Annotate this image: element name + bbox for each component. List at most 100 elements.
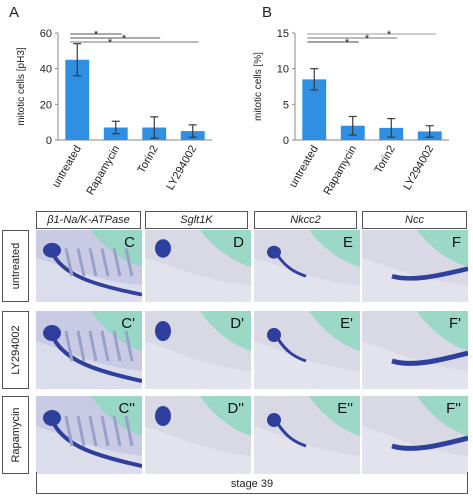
image-tile: F [362,230,468,302]
embryo-image [362,396,468,474]
significance-star: * [345,37,350,49]
bar-untreated [65,59,90,140]
image-tile: D'' [145,396,251,474]
tissue-region [145,426,251,474]
row-header-rapamycin: Rapamycin [2,396,29,474]
significance-star: * [387,29,392,41]
yolk-region [309,396,360,436]
somite-stain [76,330,86,362]
proximal-tubule-stain [155,406,171,426]
x-tick-label: Torin2 [135,144,160,176]
yolk-region [309,230,360,267]
tile-label: D'' [227,400,244,417]
tubule-stain [276,338,307,363]
y-axis-label: mitotic cells [pH3] [16,47,27,126]
yolk-region [309,311,360,351]
row-header-untreated-label: untreated [9,242,22,290]
distal-tubule-stain [391,435,468,451]
somite-stain [100,415,110,447]
chart-b: 0 5 10 15 mitotic cells [%] untreated Rapamyci… [253,28,449,198]
tile-label: E [342,234,353,251]
somite-stain [100,330,110,362]
tile-label: C'' [118,400,135,417]
embryo-image [254,311,360,389]
yolk-region [417,311,468,351]
y-axis-label: mitotic cells [%] [253,52,264,121]
embryo-image [362,230,468,302]
column-header-nkcc2: Nkcc2 [254,211,357,229]
x-tick-label: Rapamycin [321,144,359,198]
row-header-ly294002: LY294002 [2,311,29,389]
row-header-untreated: untreated [2,230,29,302]
row-header-ly294002-label: LY294002 [9,325,22,375]
stage-footer: stage 39 [36,472,468,494]
y-tick-label: 20 [40,99,52,111]
tissue-region [145,257,251,302]
y-tick-label: 0 [283,135,289,147]
embryo-image [145,230,251,302]
distal-tubule-stain [391,266,468,281]
distal-tubule-stain [391,350,468,366]
somite-stain [88,330,98,362]
tile-label: E'' [337,400,353,417]
duct-stain [52,254,142,297]
tile-label: C' [121,315,135,332]
somite-stain [124,248,134,277]
panel-letter-b: B [262,4,273,21]
embryo-image [36,311,142,389]
somite-stain [64,330,74,362]
tile-label: F'' [446,400,461,417]
image-tile: E'' [254,396,360,474]
image-tile: D' [145,311,251,389]
yolk-region [417,396,468,436]
column-header-sglt1k: Sglt1K [145,211,248,229]
y-tick-label: 40 [40,64,52,76]
tile-label: D' [230,315,244,332]
image-tile: C [36,230,142,302]
yolk-region [200,396,251,436]
somite-stain [112,330,122,362]
image-tile: E [254,230,360,302]
embryo-image [362,311,468,389]
tile-label: F' [448,315,461,332]
tile-label: E' [340,315,353,332]
image-tile: D [145,230,251,302]
x-tick-label: LY294002 [401,144,436,193]
y-tick-label: 60 [40,28,52,40]
bar-untreated [302,79,327,140]
embryo-image [145,311,251,389]
somite-stain [76,415,86,447]
somite-stain [76,248,86,277]
tissue-region [254,257,360,302]
embryo-image [145,396,251,474]
embryo-image [36,396,142,474]
embryo-image [254,396,360,474]
y-tick-label: 15 [277,28,289,40]
row-header-rapamycin-label: Rapamycin [9,407,22,463]
duct-stain [52,422,142,468]
somite-stain [124,415,134,447]
tubule-stain [276,423,307,448]
intermediate-tubule-stain [267,245,281,259]
tubule-stain [276,255,307,278]
x-tick-label: Torin2 [372,144,397,176]
column-header-atpase: β1-Na/K-ATPase [36,211,141,229]
tile-label: D [233,234,244,251]
significance-star: * [108,37,113,49]
yolk-region [417,230,468,267]
image-tile: F'' [362,396,468,474]
significance-star: * [94,29,99,41]
duct-stain [52,337,142,383]
x-tick-label: LY294002 [164,144,199,193]
significance-star: * [122,33,127,45]
embryo-image [254,230,360,302]
column-header-ncc: Ncc [362,211,467,229]
significance-star: * [365,33,370,45]
y-tick-label: 5 [283,99,289,111]
proximal-tubule-stain [155,239,171,258]
tissue-region [145,341,251,389]
pronephros-stain [43,242,61,258]
yolk-region [200,311,251,351]
tissue-region [254,426,360,474]
intermediate-tubule-stain [267,328,281,342]
